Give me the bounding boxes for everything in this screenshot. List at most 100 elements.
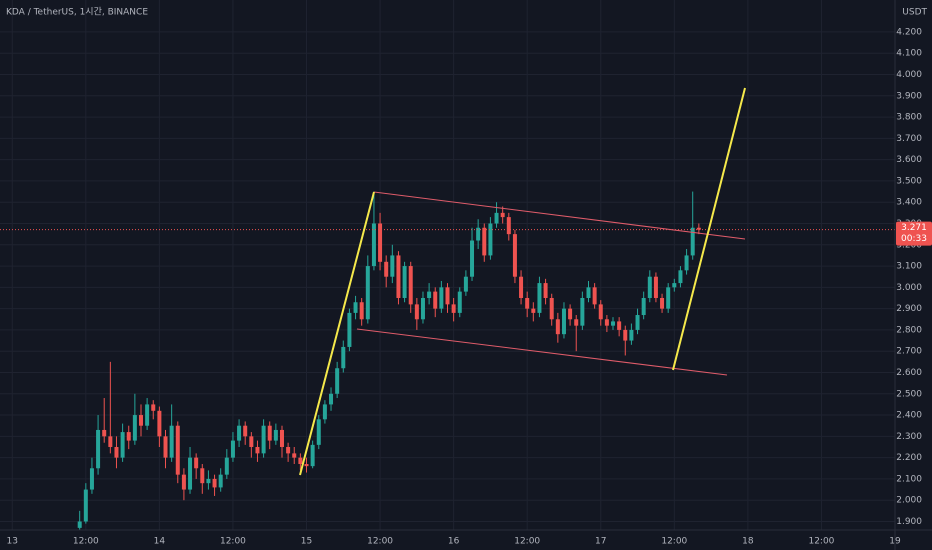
x-tick-label: 17: [595, 537, 606, 547]
candle-body: [476, 227, 481, 241]
candle-body: [261, 425, 266, 454]
candle-body: [243, 425, 248, 437]
countdown-label: 00:33: [901, 234, 927, 244]
candle-body: [181, 474, 186, 490]
candle-body: [157, 410, 162, 437]
candle-body: [89, 468, 94, 490]
candle-body: [120, 432, 125, 458]
x-tick-label: 16: [448, 537, 460, 547]
y-tick-label: 4.100: [896, 49, 922, 59]
candle-body: [304, 464, 309, 467]
candle-body: [384, 261, 389, 277]
candle-body: [188, 457, 193, 490]
candle-body: [586, 287, 591, 298]
candle-body: [647, 276, 652, 298]
y-tick-label: 2.800: [896, 325, 922, 335]
y-tick-label: 2.300: [896, 432, 922, 442]
x-tick-label: 14: [154, 537, 166, 547]
x-tick-label: 12:00: [661, 537, 687, 547]
candle-body: [580, 297, 585, 326]
candle-body: [420, 297, 425, 320]
flagpole-line: [299, 191, 375, 476]
last-price-label: 3.271: [901, 223, 927, 233]
candle-body: [427, 291, 432, 298]
candle-body: [322, 404, 327, 420]
candle-body: [212, 478, 217, 488]
candle-body: [353, 302, 358, 313]
channel-top: [373, 191, 746, 240]
candle-body: [623, 329, 628, 341]
candle-body: [175, 425, 180, 475]
candle-body: [660, 297, 665, 309]
x-tick-label: 12:00: [220, 537, 246, 547]
candle-body: [329, 393, 334, 405]
x-tick-label: 15: [301, 537, 312, 547]
candle-body: [531, 308, 536, 313]
y-tick-label: 1.900: [896, 517, 922, 527]
y-tick-label: 2.200: [896, 453, 922, 463]
x-tick-label: 18: [742, 537, 754, 547]
candle-body: [549, 297, 554, 320]
y-tick-label: 2.500: [896, 389, 922, 399]
candle-body: [169, 425, 174, 458]
candle-body: [286, 446, 291, 454]
candle-body: [451, 304, 456, 313]
candle-body: [365, 266, 370, 320]
y-tick-label: 2.000: [896, 496, 922, 506]
candle-body: [298, 457, 303, 465]
y-tick-label: 3.900: [896, 91, 922, 101]
candle-body: [611, 321, 616, 326]
candle-body: [310, 444, 315, 467]
x-tick-label: 12:00: [808, 537, 834, 547]
candle-body: [200, 468, 205, 484]
y-tick-label: 2.900: [896, 304, 922, 314]
candle-body: [561, 308, 566, 335]
candle-body: [555, 319, 560, 335]
candle-body: [537, 283, 542, 313]
candle-body: [230, 440, 235, 458]
candle-body: [145, 404, 150, 426]
candle-body: [378, 223, 383, 262]
y-tick-label: 2.700: [896, 347, 922, 357]
x-tick-label: 19: [889, 537, 901, 547]
candle-body: [414, 304, 419, 320]
y-tick-label: 2.100: [896, 474, 922, 484]
candle-body: [341, 346, 346, 369]
candle-body: [163, 436, 168, 458]
y-tick-label: 3.000: [896, 283, 922, 293]
candle-body: [273, 429, 278, 441]
candle-body: [316, 419, 321, 445]
candle-body: [96, 429, 101, 469]
target-line: [672, 87, 746, 371]
candle-body: [512, 234, 517, 277]
candle-body: [463, 276, 468, 292]
candle-body: [672, 283, 677, 288]
y-tick-label: 3.500: [896, 176, 922, 186]
x-tick-label: 12:00: [367, 537, 393, 547]
candle-body: [617, 321, 622, 330]
candle-body: [653, 276, 658, 298]
candle-body: [255, 446, 260, 454]
candle-body: [408, 266, 413, 305]
candle-body: [335, 368, 340, 394]
candles: [0, 191, 895, 530]
candle-body: [224, 457, 229, 475]
candle-body: [482, 227, 487, 256]
x-tick-label: 13: [7, 537, 18, 547]
candle-body: [506, 217, 511, 235]
candle-body: [568, 308, 573, 320]
candle-body: [114, 446, 119, 458]
x-tick-label: 12:00: [514, 537, 540, 547]
candle-body: [439, 287, 444, 309]
candle-body: [102, 429, 107, 437]
candle-body: [592, 287, 597, 305]
candle-body: [500, 212, 505, 218]
candle-body: [83, 489, 88, 522]
candle-body: [151, 404, 156, 411]
y-tick-label: 3.400: [896, 198, 922, 208]
candle-body: [678, 270, 683, 284]
candle-body: [108, 436, 113, 447]
candle-body: [267, 425, 272, 441]
candle-body: [396, 255, 401, 298]
